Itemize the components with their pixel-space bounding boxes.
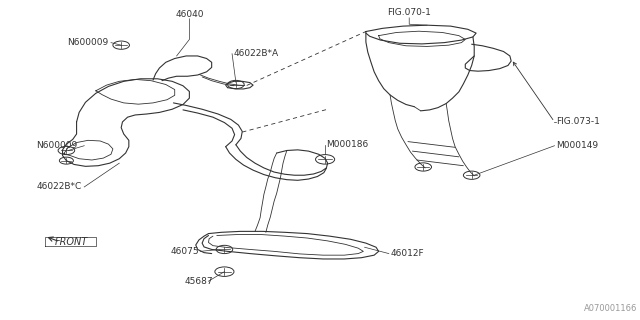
Text: 46022B*A: 46022B*A <box>234 49 279 58</box>
Text: 46022B*C: 46022B*C <box>36 182 82 191</box>
Text: M000186: M000186 <box>326 140 369 149</box>
Text: N600009: N600009 <box>67 38 108 47</box>
Text: FIG.070-1: FIG.070-1 <box>387 8 431 17</box>
Text: A070001166: A070001166 <box>584 304 637 313</box>
Text: FIG.073-1: FIG.073-1 <box>556 117 600 126</box>
Text: M000149: M000149 <box>556 141 598 150</box>
Text: FRONT: FRONT <box>55 237 88 247</box>
Text: 46075: 46075 <box>170 247 199 256</box>
Text: N600009: N600009 <box>36 141 77 150</box>
Text: 45687: 45687 <box>184 277 213 286</box>
Text: 46040: 46040 <box>175 10 204 19</box>
Text: 46012F: 46012F <box>390 249 424 258</box>
